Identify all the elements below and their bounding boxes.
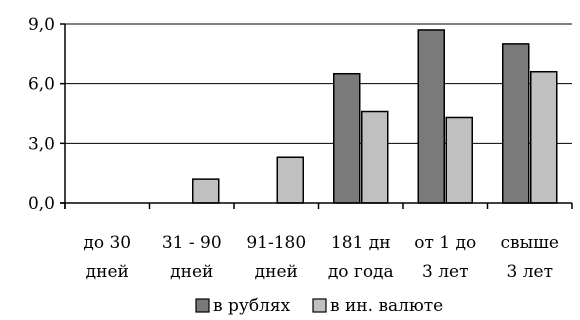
category-labels: до 30 дней 31 - 90 дней 91-180 дней 181 дн до г… <box>83 233 559 282</box>
category-label-1-1: дней <box>170 262 213 282</box>
axes <box>60 23 573 209</box>
grid-lines <box>65 23 572 144</box>
y-tick-label-1: 3,0 <box>28 134 55 154</box>
category-label-1-0: 31 - 90 <box>162 233 222 253</box>
bars <box>192 29 558 204</box>
bar-fx-4 <box>445 116 473 204</box>
y-tick-labels: 0,0 3,0 6,0 9,0 <box>28 15 55 214</box>
bar-fx-3 <box>361 110 389 204</box>
bar-fx-2 <box>276 156 304 204</box>
legend-swatch-0 <box>195 298 210 313</box>
category-label-5-0: свыше <box>501 233 560 253</box>
category-label-5-1: 3 лет <box>507 262 553 282</box>
bar-rub-3 <box>333 72 361 204</box>
legend-label-1: в ин. валюте <box>330 296 443 316</box>
y-tick-label-0: 0,0 <box>28 194 55 214</box>
category-label-2-1: дней <box>255 262 298 282</box>
legend: в рублях в ин. валюте <box>195 296 443 316</box>
category-label-4-1: 3 лет <box>422 262 468 282</box>
bar-fx-5 <box>530 70 558 204</box>
category-label-3-1: до года <box>328 262 394 282</box>
bar-fx-1 <box>192 178 220 204</box>
bar-rub-4 <box>417 29 445 204</box>
category-label-0-0: до 30 <box>83 233 131 253</box>
category-label-3-0: 181 дн <box>331 233 391 253</box>
category-label-4-0: от 1 до <box>414 233 476 253</box>
category-label-2-0: 91-180 <box>246 233 306 253</box>
y-tick-label-3: 9,0 <box>28 15 55 35</box>
category-label-0-1: дней <box>86 262 129 282</box>
y-tick-label-2: 6,0 <box>28 75 55 95</box>
legend-label-0: в рублях <box>213 296 291 316</box>
legend-swatch-1 <box>312 298 327 313</box>
bar-rub-5 <box>502 43 530 204</box>
